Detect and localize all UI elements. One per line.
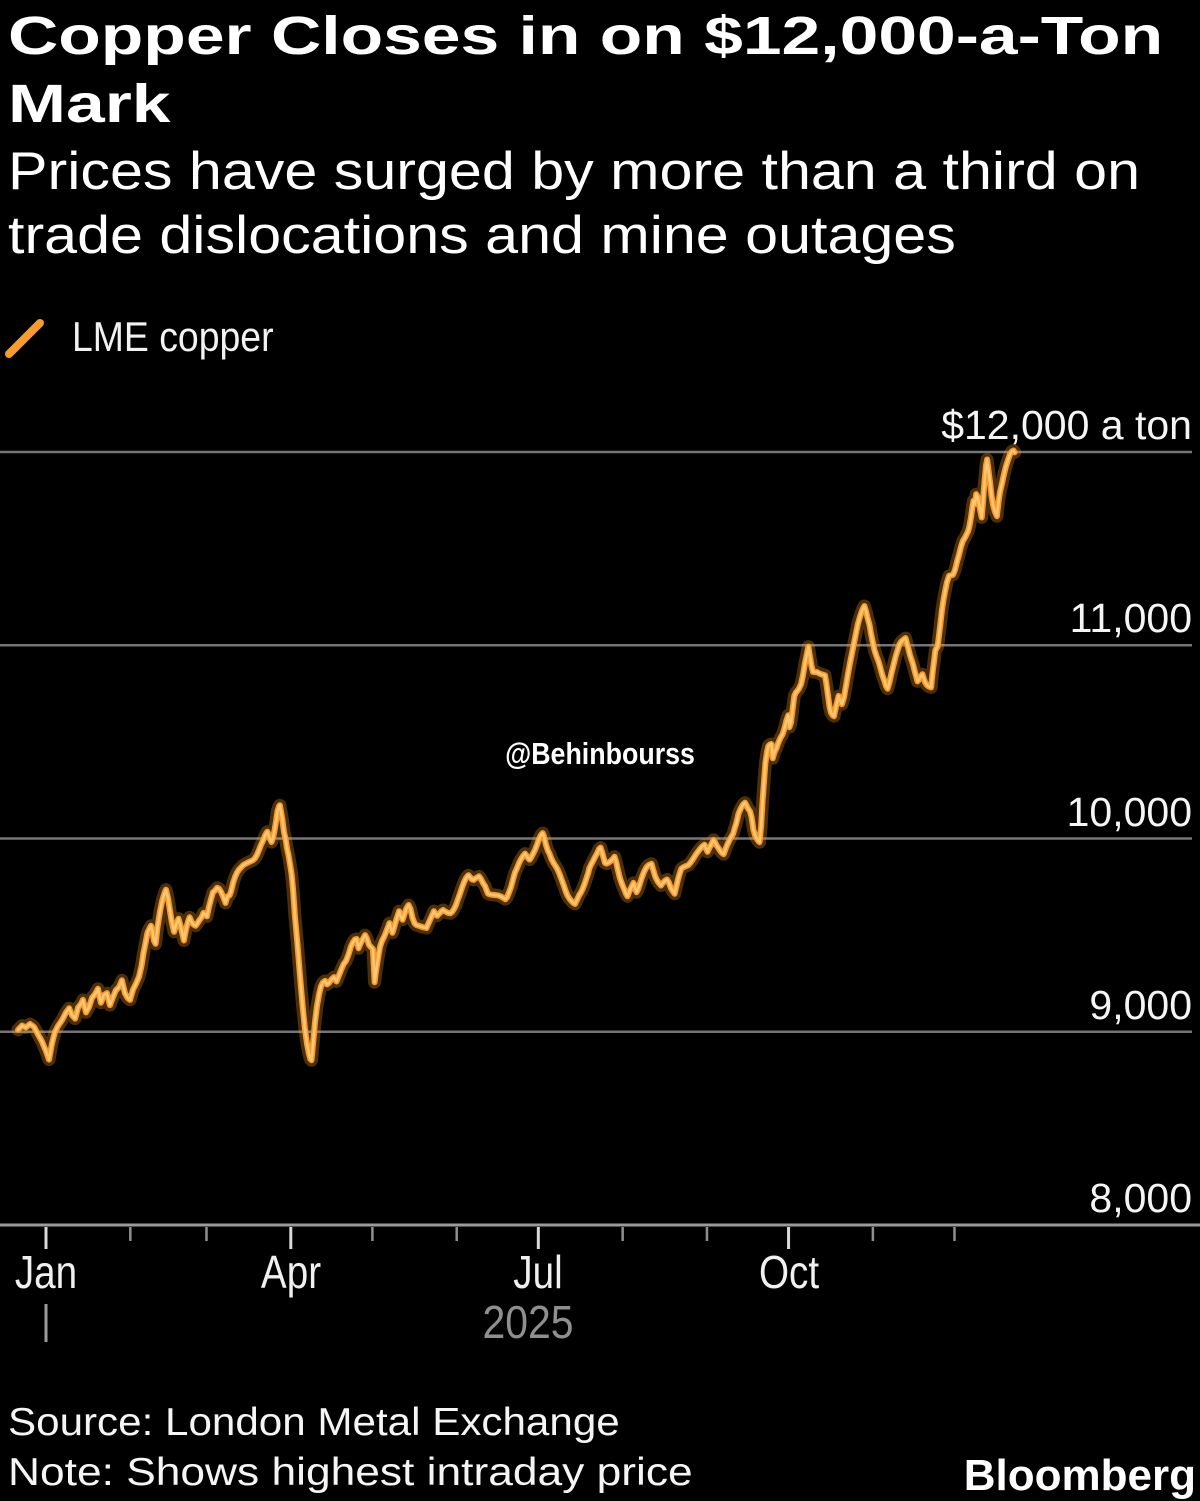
page-subtitle: Prices have surged by more than a third …	[8, 140, 1188, 268]
footnote: Note: Shows highest intraday price	[8, 1451, 693, 1494]
y-axis-label-8000: 8,000	[1089, 1175, 1192, 1221]
x-axis-label-oct: Oct	[758, 1246, 819, 1298]
y-axis-label-10000: 10,000	[1066, 788, 1192, 835]
legend: LME copper	[4, 313, 298, 361]
y-axis-label-9000: 9,000	[1089, 981, 1192, 1028]
title-line-2: Mark	[8, 74, 171, 134]
x-axis-label-jul: Jul	[513, 1246, 564, 1298]
legend-series-line-icon	[5, 319, 44, 358]
y-axis-label-11000: 11,000	[1069, 595, 1192, 642]
x-axis-label-jan: Jan	[14, 1246, 78, 1298]
y-axis-label-12000: $12,000 a ton	[941, 402, 1192, 448]
watermark: @Behinbourss	[505, 736, 695, 771]
title-line-1: Copper Closes in on $12,000-a-Ton	[8, 6, 1164, 66]
page-title: Copper Closes in on $12,000-a-Ton Mark	[8, 2, 1188, 138]
bloomberg-logo: Bloomberg	[963, 1451, 1196, 1500]
x-axis-label-apr: Apr	[260, 1246, 321, 1298]
legend-series-label: LME copper	[72, 313, 274, 360]
subtitle-line-2: trade dislocations and mine outages	[8, 206, 956, 265]
source-note: Source: London Metal Exchange	[8, 1401, 620, 1444]
subtitle-line-1: Prices have surged by more than a third …	[8, 142, 1141, 201]
x-axis-year-label: 2025	[482, 1296, 574, 1348]
